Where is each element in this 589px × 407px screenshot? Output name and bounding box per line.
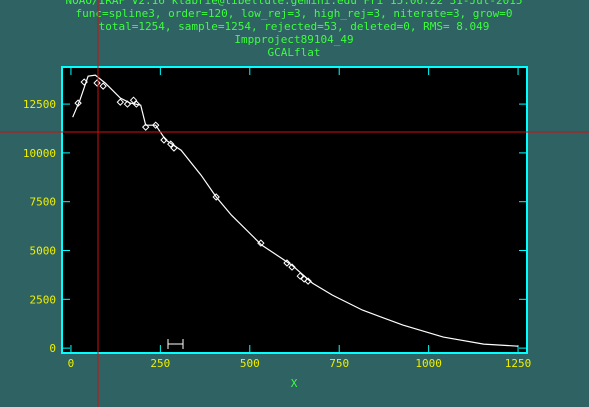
rejected-point [296,272,304,280]
rejected-point [123,100,132,108]
y-tick-label: 10000 [23,147,56,160]
y-tick-label: 2500 [30,293,57,306]
header-line: NOAO/IRAF V2.16 klabrie@libellule.gemini… [66,0,523,7]
rejected-point [283,259,291,267]
sample-range [167,339,184,349]
header-line: Impproject89104_49 [234,33,353,46]
y-tick-label: 12500 [23,98,56,111]
rejected-point [129,96,138,104]
fit-curve [72,74,519,347]
header-line: func=spline3, order=120, low_rej=3, high… [75,7,512,20]
y-tick-label: 0 [49,342,56,355]
rejected-point [99,82,107,90]
rejected-point [93,79,101,87]
y-tick-label: 5000 [30,245,57,258]
x-tick-label: 1250 [505,357,532,370]
x-tick-label: 500 [240,357,260,370]
rejected-point [288,263,296,271]
header-line: GCALflat [268,46,321,59]
plot-area [62,67,527,353]
rejected-point [257,239,265,247]
rejected-point [80,78,88,86]
x-tick-label: 750 [329,357,349,370]
rejected-point [167,140,175,148]
plot-frame [61,66,528,354]
rejected-point [152,121,160,129]
rejected-point [304,277,312,285]
rejected-point [132,100,141,108]
rejected-point [141,123,150,131]
x-tick-label: 0 [68,357,75,370]
x-tick-label: 1000 [415,357,442,370]
x-axis-label: X [291,377,298,390]
rejected-point [74,99,82,107]
rejected-point [170,144,178,152]
rejected-point [212,193,220,201]
y-tick-label: 7500 [30,196,57,209]
rejected-point [160,136,168,144]
rejected-point [300,275,308,283]
rejected-point [116,98,125,106]
header-line: total=1254, sample=1254, rejected=53, de… [99,20,490,33]
x-tick-label: 250 [150,357,170,370]
